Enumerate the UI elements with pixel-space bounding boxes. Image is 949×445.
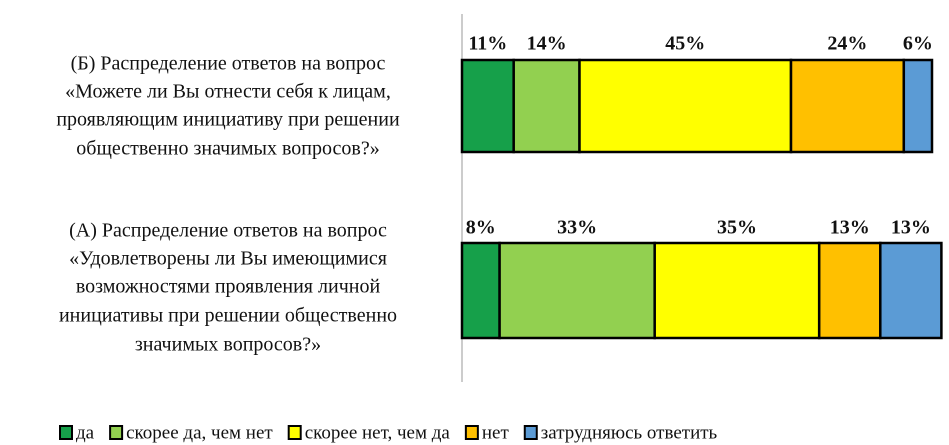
value-label: 11%: [468, 33, 507, 55]
bar-segment: [789, 58, 906, 154]
category-label: общественно значимых вопросов?»: [76, 138, 379, 160]
category-label: «Можете ли Вы отнести себя к лицам,: [65, 81, 391, 103]
category-label: возможностями проявления личной: [76, 276, 381, 298]
category-label: «Удовлетворены ли Вы имеющимися: [69, 248, 387, 270]
value-label: 45%: [665, 33, 705, 55]
legend-label: скорее нет, чем да: [305, 422, 451, 443]
bar-segment: [460, 241, 501, 340]
category-label: (А) Распределение ответов на вопрос: [69, 220, 387, 242]
category-label: проявляющим инициативу при решении: [56, 109, 400, 131]
legend-label: нет: [482, 422, 510, 443]
value-label: 13%: [891, 217, 931, 239]
bar-segment: [653, 241, 821, 340]
category-label: значимых вопросов?»: [135, 334, 321, 356]
legend-label: затрудняюсь ответить: [541, 422, 718, 443]
bar-segment: [902, 58, 934, 154]
value-label: 35%: [717, 217, 757, 239]
bar-segment: [512, 58, 581, 154]
bar-segment: [817, 241, 882, 340]
legend-label: скорее да, чем нет: [126, 422, 273, 443]
legend-swatch: [287, 425, 302, 440]
value-label: 6%: [903, 33, 933, 55]
legend-swatch: [464, 425, 479, 440]
value-label: 13%: [830, 217, 870, 239]
legend-label: да: [76, 422, 95, 443]
category-label: инициативы при решении общественно: [59, 305, 397, 327]
bar-segment: [460, 58, 515, 154]
value-label: 8%: [466, 217, 496, 239]
value-label: 33%: [557, 217, 597, 239]
legend-swatch: [59, 425, 73, 440]
legend-swatch: [109, 425, 124, 440]
category-label: (Б) Распределение ответов на вопрос: [71, 53, 386, 75]
value-label: 24%: [827, 33, 867, 55]
bar-segment: [578, 58, 793, 154]
legend-swatch: [523, 425, 538, 440]
bar-segment: [498, 241, 656, 340]
value-label: 14%: [527, 33, 567, 55]
bar-segment: [879, 241, 943, 340]
